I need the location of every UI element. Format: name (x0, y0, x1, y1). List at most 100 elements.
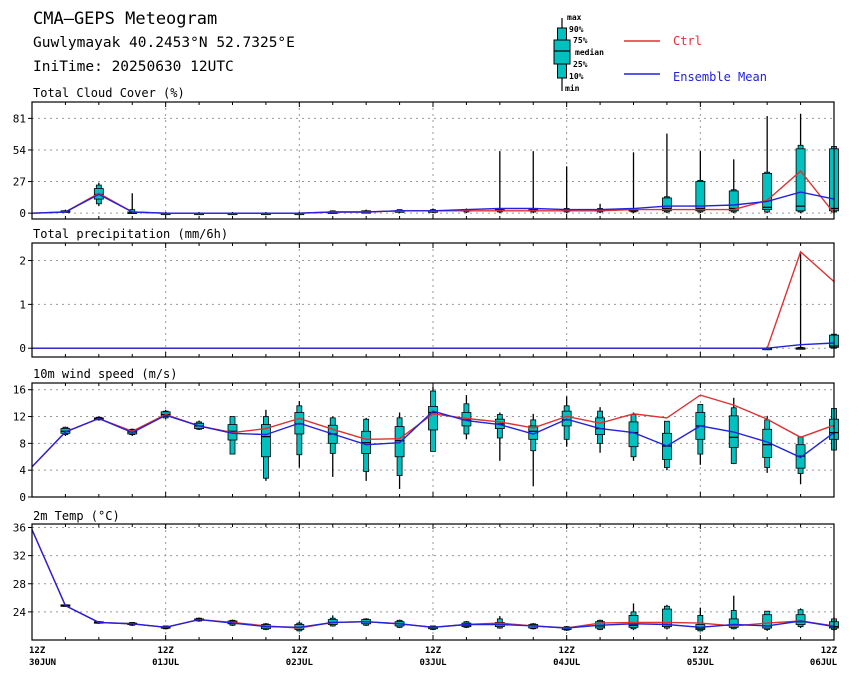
x-tick-label-date: 01JUL (152, 658, 180, 668)
box-inner (728, 618, 739, 628)
box-plot (327, 615, 338, 627)
ensemble-mean-line (31, 410, 835, 468)
y-tick-label: 32 (13, 550, 26, 563)
y-tick-label: 4 (19, 464, 26, 477)
box-inner (394, 426, 405, 458)
y-tick-label: 0 (19, 207, 26, 220)
box-inner (261, 424, 271, 458)
x-tick-label-date: 03JUL (419, 658, 447, 668)
box-inner (695, 181, 706, 212)
panel-title: 10m wind speed (m/s) (33, 367, 178, 381)
box-inner (428, 406, 438, 431)
legend-label-min: min (565, 83, 580, 93)
panel-3: 2m Temp (°C) 36 32 28 24 (13, 509, 839, 641)
ensemble-mean-line (32, 342, 835, 349)
x-tick-label-date: 30JUN (29, 658, 56, 668)
box-inner (628, 614, 639, 628)
ensemble-mean-line (31, 191, 835, 214)
legend-label-median: median (575, 47, 604, 57)
legend-box-inner (553, 39, 571, 65)
legend-label-p75: 75% (573, 36, 588, 45)
y-tick-label: 24 (13, 606, 27, 619)
panel-frame (31, 523, 835, 641)
legend-label-p90: 90% (569, 25, 584, 34)
box-plot (762, 610, 773, 631)
legend-mean-label: Ensemble Mean (673, 70, 767, 84)
x-tick-label-date: 05JUL (687, 658, 715, 668)
box-plot (628, 603, 639, 631)
y-tick-label: 8 (19, 437, 26, 450)
box-plot (662, 604, 672, 630)
panel-title: Total precipitation (mm/6h) (33, 227, 228, 241)
y-tick-label: 1 (19, 298, 26, 311)
panel-0: Total Cloud Cover (%) 81 54 27 0 (13, 86, 839, 220)
y-tick-label: 27 (13, 176, 26, 189)
y-tick-label: 16 (13, 384, 26, 397)
y-tick-label: 0 (19, 342, 26, 355)
location-label: Guwlymayak 40.2453°N 52.7325°E (33, 35, 295, 51)
box-plot (494, 151, 505, 214)
y-tick-label: 12 (13, 411, 26, 424)
y-tick-label: 28 (13, 578, 26, 591)
box-plot (361, 417, 372, 481)
box-inner (762, 614, 773, 629)
box-plot (261, 409, 271, 481)
x-tick-label-time: 12Z (821, 646, 838, 656)
x-tick-label-time: 12Z (158, 646, 175, 656)
panel-frame (31, 242, 835, 358)
box-plot (428, 387, 438, 452)
box-plot (528, 413, 539, 487)
x-tick-label-time: 12Z (692, 646, 709, 656)
init-time-label: IniTime: 20250630 12UTC (33, 59, 234, 75)
legend-label-p25: 25% (573, 60, 588, 69)
box-plot (528, 151, 539, 214)
box-plot (695, 151, 706, 214)
panel-title: Total Cloud Cover (%) (33, 86, 185, 100)
x-tick-label-date: 02JUL (286, 658, 314, 668)
x-tick-label-time: 12Z (29, 646, 46, 656)
box-plot (494, 412, 505, 461)
box-inner (795, 614, 806, 625)
y-tick-label: 0 (19, 491, 26, 504)
box-plot (628, 152, 639, 214)
panel-frame (31, 101, 835, 220)
box-plot (795, 113, 806, 214)
box-plot (595, 203, 605, 214)
box-plot (795, 436, 806, 485)
panel-2: 10m wind speed (m/s) 16 12 8 4 0 (13, 367, 839, 504)
x-axis: 12Z 30JUN 12Z 01JUL 12Z 02JUL 12Z 03JUL 12Z 04JUL… (29, 646, 838, 668)
panel-title: 2m Temp (°C) (33, 509, 120, 523)
box-plot (227, 416, 238, 455)
x-tick-label-time: 12Z (291, 646, 308, 656)
x-tick-label-time: 12Z (559, 646, 576, 656)
ensemble-mean-line (31, 529, 835, 629)
y-tick-label: 2 (19, 255, 26, 268)
legend-ctrl-label: Ctrl (673, 34, 702, 48)
legend-label-max: max (567, 13, 582, 22)
box-inner (795, 148, 806, 212)
box-plot (327, 416, 338, 477)
x-tick-label-date: 06JUL (810, 658, 838, 668)
box-plot (762, 116, 773, 214)
box-plot (728, 159, 739, 214)
box-plot (294, 401, 305, 468)
box-plot (762, 415, 773, 473)
box-inner (662, 197, 672, 212)
x-tick-label-time: 12Z (425, 646, 442, 656)
box-plot (695, 404, 706, 465)
legend: max 90% 75% median 25% 10% min Ctrl Ense… (553, 13, 767, 93)
box-plot (394, 412, 405, 489)
box-plot (595, 407, 605, 453)
chart-title: CMA—GEPS Meteogram (33, 9, 217, 29)
box-plot (561, 166, 572, 214)
box-inner (662, 608, 672, 628)
box-plot (628, 412, 639, 461)
box-plot (662, 133, 672, 214)
y-tick-label: 36 (13, 522, 26, 535)
box-plot (795, 608, 806, 629)
box-inner (728, 190, 739, 212)
panel-1: Total precipitation (mm/6h) 2 1 0 (19, 227, 839, 358)
box-plot (461, 395, 472, 440)
